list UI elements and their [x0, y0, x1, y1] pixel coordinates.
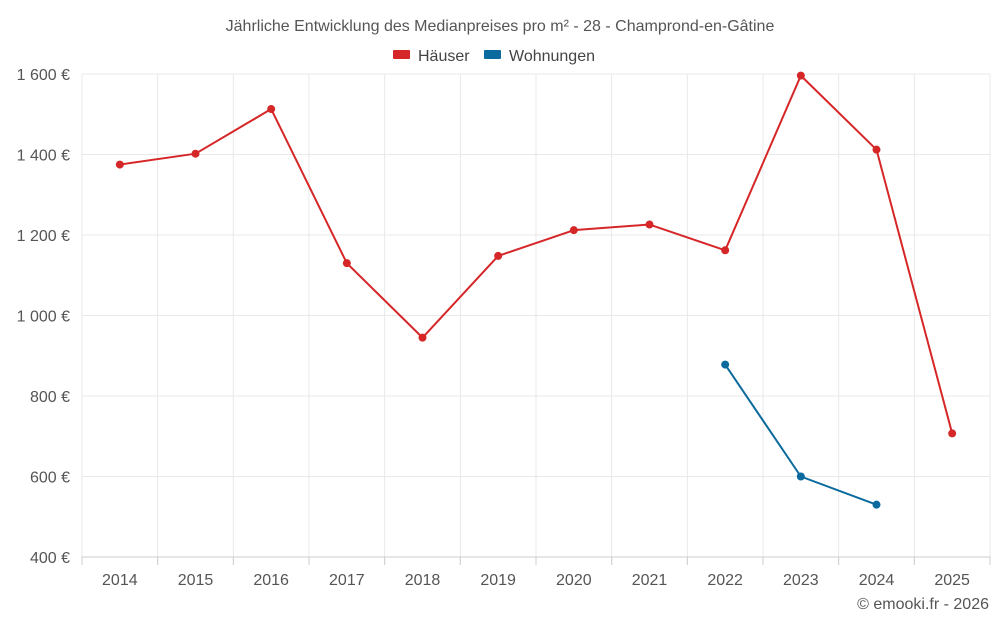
- x-tick-label: 2023: [783, 572, 819, 589]
- legend-swatch-wohnungen: [484, 50, 501, 59]
- chart-title: Jährliche Entwicklung des Medianpreises …: [226, 18, 775, 35]
- y-tick-label: 1 000 €: [17, 309, 70, 326]
- y-tick-label: 800 €: [30, 389, 70, 406]
- data-point-haeuser-2014[interactable]: [115, 160, 124, 169]
- data-point-haeuser-2016[interactable]: [267, 105, 276, 114]
- y-axis-ticks: 400 € 600 € 800 € 1 000 € 1 200 € 1 400 € 1 60…: [17, 67, 70, 567]
- grid: [81, 73, 991, 557]
- x-tick-label: 2015: [178, 572, 214, 589]
- data-point-haeuser-2020[interactable]: [569, 226, 578, 235]
- data-point-haeuser-2021[interactable]: [645, 220, 654, 229]
- y-tick-label: 1 400 €: [17, 148, 70, 165]
- series-line-haeuser: [119, 74, 954, 434]
- x-tick-label: 2021: [632, 572, 668, 589]
- series-haeuser: [115, 71, 957, 438]
- legend-label-wohnungen: Wohnungen: [509, 48, 595, 65]
- y-tick-label: 600 €: [30, 470, 70, 487]
- data-point-haeuser-2023[interactable]: [796, 71, 805, 80]
- series-wohnungen: [721, 360, 881, 509]
- x-tick-label: 2019: [480, 572, 516, 589]
- x-axis-ticks: 2014 2015 2016 2017 2018 2019 2020 2021 2022 2023…: [81, 557, 991, 589]
- x-tick-label: 2018: [405, 572, 441, 589]
- y-tick-label: 1 200 €: [17, 228, 70, 245]
- legend-swatch-haeuser: [393, 50, 410, 59]
- x-tick-label: 2022: [707, 572, 743, 589]
- series-line-wohnungen: [724, 364, 877, 506]
- y-tick-label: 400 €: [30, 550, 70, 567]
- data-point-haeuser-2018[interactable]: [418, 333, 427, 342]
- data-point-haeuser-2022[interactable]: [721, 246, 730, 255]
- x-tick-label: 2025: [934, 572, 970, 589]
- legend: Häuser Wohnungen: [393, 48, 595, 65]
- y-tick-label: 1 600 €: [17, 67, 70, 84]
- data-point-haeuser-2015[interactable]: [191, 149, 200, 158]
- x-tick-label: 2017: [329, 572, 365, 589]
- series: [115, 71, 957, 509]
- x-tick-label: 2014: [102, 572, 138, 589]
- data-point-haeuser-2024[interactable]: [872, 145, 881, 154]
- credit-text: © emooki.fr - 2026: [857, 596, 989, 613]
- legend-item-wohnungen[interactable]: Wohnungen: [484, 48, 595, 65]
- x-tick-label: 2020: [556, 572, 592, 589]
- legend-label-haeuser: Häuser: [418, 48, 470, 65]
- data-point-haeuser-2025[interactable]: [948, 429, 957, 438]
- data-point-haeuser-2017[interactable]: [342, 259, 351, 268]
- data-point-wohnungen-2024[interactable]: [872, 500, 881, 509]
- x-tick-label: 2024: [859, 572, 895, 589]
- data-point-wohnungen-2023[interactable]: [796, 472, 805, 481]
- x-tick-label: 2016: [253, 572, 289, 589]
- data-point-wohnungen-2022[interactable]: [721, 360, 730, 369]
- legend-item-haeuser[interactable]: Häuser: [393, 48, 470, 65]
- data-point-haeuser-2019[interactable]: [494, 251, 503, 260]
